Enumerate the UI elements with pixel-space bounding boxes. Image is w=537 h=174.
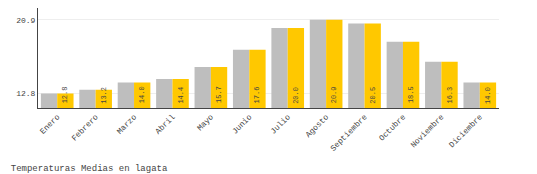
svg-text:Febrero: Febrero <box>70 112 100 142</box>
svg-text:16.3: 16.3 <box>446 87 454 104</box>
svg-text:14.4: 14.4 <box>177 87 185 104</box>
svg-text:Enero: Enero <box>38 112 61 135</box>
svg-text:14.0: 14.0 <box>484 87 492 104</box>
svg-text:Julio: Julio <box>269 112 292 135</box>
svg-text:13.2: 13.2 <box>100 87 108 104</box>
svg-text:Diciembre: Diciembre <box>447 112 484 149</box>
svg-text:20.9: 20.9 <box>16 16 35 25</box>
svg-text:Temperaturas Medias en lagata: Temperaturas Medias en lagata <box>11 164 168 174</box>
svg-text:14.0: 14.0 <box>138 86 146 103</box>
svg-text:15.7: 15.7 <box>215 86 223 103</box>
svg-text:Junio: Junio <box>230 112 253 135</box>
svg-text:20.0: 20.0 <box>292 87 300 104</box>
svg-text:Agosto: Agosto <box>304 112 331 139</box>
svg-text:20.9: 20.9 <box>330 86 338 103</box>
svg-text:Octubre: Octubre <box>377 112 407 142</box>
svg-text:Mayo: Mayo <box>195 112 215 132</box>
svg-text:Abril: Abril <box>153 112 176 135</box>
svg-text:20.5: 20.5 <box>369 87 377 104</box>
svg-text:Septiembre: Septiembre <box>328 112 368 152</box>
svg-text:17.6: 17.6 <box>253 87 261 104</box>
svg-text:Noviembre: Noviembre <box>409 112 446 149</box>
svg-text:Marzo: Marzo <box>115 112 138 135</box>
svg-text:18.5: 18.5 <box>407 86 415 103</box>
svg-text:12.8: 12.8 <box>61 87 69 104</box>
svg-text:12.8: 12.8 <box>16 89 35 98</box>
